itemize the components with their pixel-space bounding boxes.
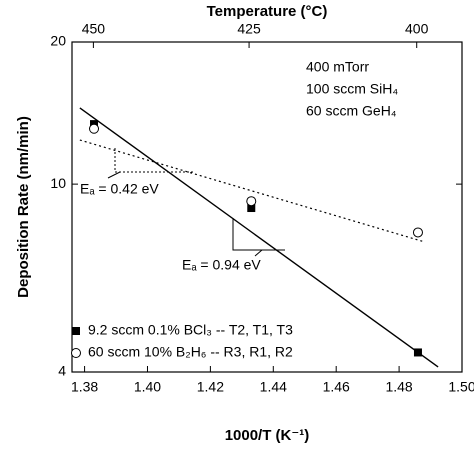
x2-tick-label: 400 bbox=[405, 21, 429, 37]
triangle-042 bbox=[114, 148, 195, 173]
triangle-094 bbox=[232, 218, 285, 251]
fit-line bbox=[79, 107, 439, 368]
point bbox=[246, 196, 257, 207]
x2-tick-label: 425 bbox=[237, 21, 261, 37]
x-tick-label: 1.44 bbox=[260, 379, 287, 395]
point bbox=[412, 227, 423, 238]
x-tick-label: 1.48 bbox=[385, 379, 412, 395]
x-tick-label: 1.38 bbox=[71, 379, 98, 395]
top-axis-title: Temperature (°C) bbox=[207, 3, 328, 20]
x-axis-label: 1000/T (K⁻¹) bbox=[225, 427, 310, 444]
y-axis-label: Deposition Rate (nm/min) bbox=[15, 116, 32, 298]
condition: 400 mTorr bbox=[306, 59, 369, 75]
x-tick-label: 1.46 bbox=[323, 379, 350, 395]
x-tick-label: 1.40 bbox=[134, 379, 161, 395]
legend-marker bbox=[71, 348, 81, 358]
y-tick-label: 20 bbox=[50, 33, 66, 49]
slope-triangles bbox=[107, 148, 285, 257]
point bbox=[89, 123, 100, 134]
leader bbox=[254, 249, 263, 257]
y-tick-label: 4 bbox=[58, 363, 66, 379]
condition: 100 sccm SiH₄ bbox=[306, 81, 398, 97]
point bbox=[247, 204, 256, 213]
annotation: Eₐ = 0.94 eV bbox=[182, 257, 261, 273]
plot-frame bbox=[71, 41, 463, 373]
x-tick-label: 1.50 bbox=[448, 379, 474, 395]
legend-label: 60 sccm 10% B₂H₆ -- R3, R1, R2 bbox=[88, 344, 293, 360]
legend-label: 9.2 sccm 0.1% BCl₃ -- T2, T1, T3 bbox=[88, 322, 293, 338]
annotation: Eₐ = 0.42 eV bbox=[80, 181, 159, 197]
point bbox=[413, 348, 422, 357]
legend-marker bbox=[72, 327, 80, 335]
leader bbox=[107, 171, 121, 179]
x-tick-label: 1.42 bbox=[197, 379, 224, 395]
x2-tick-label: 450 bbox=[82, 21, 106, 37]
condition: 60 sccm GeH₄ bbox=[306, 103, 397, 119]
y-tick-label: 10 bbox=[50, 175, 66, 191]
